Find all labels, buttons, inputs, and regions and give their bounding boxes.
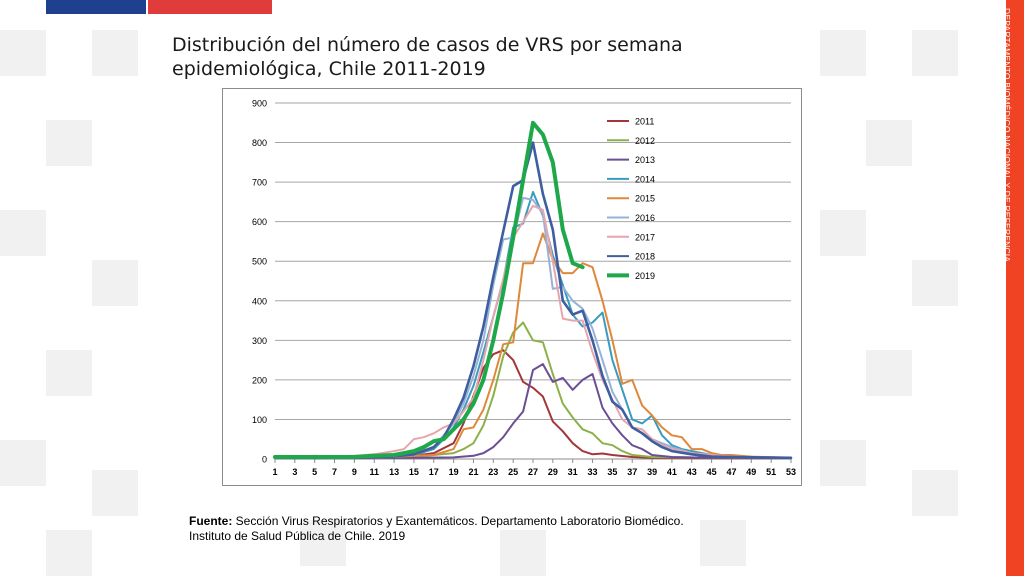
y-tick-label: 300 bbox=[252, 336, 267, 346]
department-label: DEPARTAMENTO BIOMÉDICO NACIONAL Y DE REF… bbox=[1000, 8, 1012, 308]
x-tick-label: 31 bbox=[568, 467, 578, 477]
x-tick-label: 3 bbox=[292, 467, 297, 477]
background-pattern bbox=[0, 30, 958, 576]
legend-label-2013: 2013 bbox=[635, 155, 655, 165]
legend-label-2017: 2017 bbox=[635, 232, 655, 242]
series-line-2016 bbox=[274, 196, 792, 459]
x-tick-label: 41 bbox=[667, 467, 677, 477]
legend-label-2012: 2012 bbox=[635, 136, 655, 146]
series-line-2014 bbox=[274, 191, 792, 459]
legend-label-2011: 2011 bbox=[635, 117, 654, 127]
x-tick-label: 37 bbox=[627, 467, 637, 477]
x-tick-label: 15 bbox=[409, 467, 419, 477]
x-tick-label: 5 bbox=[312, 467, 317, 477]
y-tick-label: 600 bbox=[252, 217, 267, 227]
x-tick-label: 29 bbox=[548, 467, 558, 477]
series-line-2015 bbox=[274, 232, 792, 459]
x-tick-label: 7 bbox=[332, 467, 337, 477]
y-tick-label: 400 bbox=[252, 296, 267, 306]
x-tick-label: 9 bbox=[352, 467, 357, 477]
x-tick-label: 43 bbox=[687, 467, 697, 477]
source-line-2: Instituto de Salud Pública de Chile. 201… bbox=[189, 529, 406, 543]
top-accent-red bbox=[148, 0, 272, 14]
x-tick-label: 17 bbox=[429, 467, 439, 477]
x-tick-label: 25 bbox=[508, 467, 518, 477]
x-tick-label: 47 bbox=[726, 467, 736, 477]
x-tick-label: 11 bbox=[369, 467, 379, 477]
series-line-2019 bbox=[273, 120, 585, 459]
top-accent-blue bbox=[46, 0, 146, 14]
series-line-2011 bbox=[274, 349, 792, 460]
x-tick-label: 49 bbox=[746, 467, 756, 477]
series-line-2013 bbox=[274, 363, 792, 460]
y-tick-label: 900 bbox=[252, 99, 267, 109]
x-tick-label: 19 bbox=[449, 467, 459, 477]
x-tick-label: 27 bbox=[528, 467, 538, 477]
x-tick-label: 23 bbox=[488, 467, 498, 477]
series-line-2017 bbox=[274, 204, 792, 459]
legend-label-2016: 2016 bbox=[635, 213, 655, 223]
y-tick-label: 800 bbox=[252, 138, 267, 148]
x-tick-label: 21 bbox=[468, 467, 478, 477]
series-line-2012 bbox=[274, 321, 792, 460]
x-tick-label: 53 bbox=[786, 467, 796, 477]
source-line-1: Sección Virus Respiratorios y Exantemáti… bbox=[232, 514, 684, 528]
slide-title: Distribución del número de casos de VRS … bbox=[172, 34, 683, 80]
department-label-text: DEPARTAMENTO BIOMÉDICO NACIONAL Y DE REF… bbox=[1002, 8, 1012, 263]
series-line-2018 bbox=[273, 141, 793, 460]
y-tick-label: 0 bbox=[262, 455, 267, 465]
x-tick-label: 13 bbox=[389, 467, 399, 477]
x-tick-label: 1 bbox=[272, 467, 277, 477]
x-tick-label: 45 bbox=[707, 467, 717, 477]
y-tick-label: 500 bbox=[252, 257, 267, 267]
y-tick-label: 700 bbox=[252, 178, 267, 188]
legend-label-2014: 2014 bbox=[635, 174, 655, 184]
x-tick-label: 35 bbox=[607, 467, 617, 477]
legend-label-2018: 2018 bbox=[635, 252, 655, 262]
y-tick-label: 200 bbox=[252, 375, 267, 385]
y-tick-label: 100 bbox=[252, 415, 267, 425]
legend-label-2015: 2015 bbox=[635, 194, 655, 204]
chart-frame: 0 100 200 300 400 500 600 700 800 900 1 3 5 7 9 11 13 15 1… bbox=[222, 88, 802, 486]
x-tick-label: 33 bbox=[588, 467, 598, 477]
source-note: Fuente: Sección Virus Respiratorios y Ex… bbox=[189, 514, 809, 544]
source-label: Fuente: bbox=[189, 514, 233, 528]
x-tick-label: 51 bbox=[766, 467, 776, 477]
side-accent-strip bbox=[1006, 0, 1024, 576]
x-tick-label: 39 bbox=[647, 467, 657, 477]
legend-label-2019: 2019 bbox=[635, 271, 655, 281]
